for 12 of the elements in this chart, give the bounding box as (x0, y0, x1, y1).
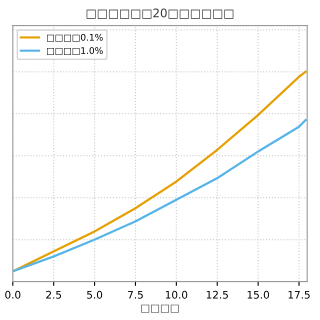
x-tick-label: 15.0 (248, 290, 270, 299)
x-tick-label: 10.0 (166, 290, 188, 299)
legend-label: □□□□1.0% (47, 47, 103, 55)
x-tick-label: 5.0 (87, 290, 102, 299)
x-tick-label: 2.5 (46, 290, 62, 299)
x-tick-label: 0.0 (5, 290, 20, 299)
legend-label: □□□□0.1% (47, 34, 103, 42)
x-tick-label: 17.5 (288, 290, 310, 299)
x-tick-label: 7.5 (128, 290, 143, 299)
x-tick-label: 12.5 (206, 290, 228, 299)
x-axis-title: □□□□ (141, 304, 179, 313)
chart-title: □□□□□□20□□□□□□ (86, 8, 234, 19)
